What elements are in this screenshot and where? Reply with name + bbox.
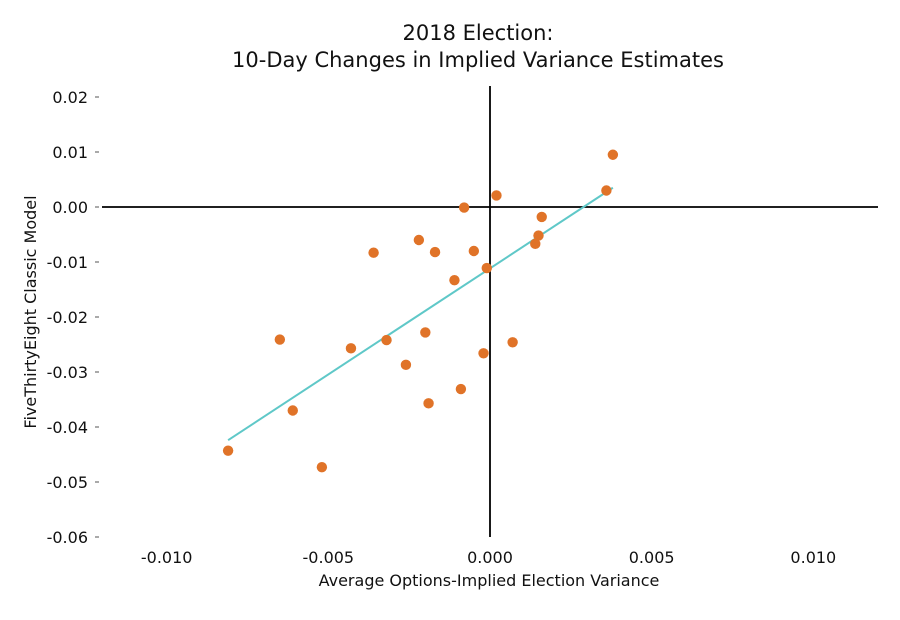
y-tick-label: 0.00 bbox=[52, 198, 88, 217]
data-point bbox=[455, 383, 467, 395]
data-point bbox=[287, 405, 298, 416]
data-point bbox=[478, 348, 489, 359]
data-point bbox=[530, 238, 541, 250]
x-tick-label: -0.005 bbox=[303, 548, 355, 567]
data-point bbox=[400, 359, 412, 371]
data-point bbox=[345, 343, 357, 354]
data-point bbox=[458, 202, 470, 213]
data-point bbox=[533, 230, 544, 241]
y-tick-label: -0.05 bbox=[47, 473, 88, 492]
y-tick-label: -0.06 bbox=[47, 528, 88, 547]
y-tick-label: -0.02 bbox=[47, 308, 88, 327]
fit-line bbox=[227, 186, 614, 442]
data-point bbox=[536, 211, 547, 223]
x-tick-label: 0.000 bbox=[467, 548, 513, 567]
data-point bbox=[420, 327, 431, 338]
data-point bbox=[381, 334, 392, 346]
data-point bbox=[423, 398, 434, 409]
data-point bbox=[413, 234, 425, 246]
data-point bbox=[468, 245, 480, 257]
data-point bbox=[607, 149, 619, 160]
chart-title-line-1: 2018 Election: bbox=[403, 21, 554, 45]
data-point bbox=[316, 461, 328, 473]
data-point bbox=[429, 246, 441, 258]
data-point bbox=[601, 185, 612, 196]
y-tick-label: 0.02 bbox=[52, 88, 88, 107]
chart-title-line-2: 10-Day Changes in Implied Variance Estim… bbox=[232, 48, 724, 72]
data-point bbox=[449, 274, 460, 286]
y-axis-label: FiveThirtyEight Classic Model bbox=[21, 195, 40, 428]
x-tick-label: 0.005 bbox=[629, 548, 675, 567]
data-point bbox=[274, 334, 286, 345]
data-point bbox=[222, 445, 234, 456]
y-tick-label: -0.03 bbox=[47, 363, 88, 382]
data-point bbox=[481, 262, 492, 274]
data-point bbox=[491, 190, 502, 201]
x-axis-label: Average Options-Implied Election Varianc… bbox=[319, 571, 660, 590]
y-tick-label: -0.04 bbox=[47, 418, 88, 437]
x-tick-label: -0.010 bbox=[141, 548, 193, 567]
x-axis-ticks: -0.010 -0.005 0.000 0.005 0.010 bbox=[141, 548, 836, 567]
scatter-points bbox=[222, 149, 619, 473]
x-tick-label: 0.010 bbox=[790, 548, 836, 567]
data-point bbox=[368, 247, 379, 258]
y-axis-ticks: 0.02 0.01 0.00 -0.01 -0.02 -0.03 -0.04 -0.05 -0.… bbox=[47, 88, 99, 547]
y-tick-label: 0.01 bbox=[52, 143, 88, 162]
y-tick-label: -0.01 bbox=[47, 253, 88, 272]
data-point bbox=[507, 337, 518, 348]
chart-title: 2018 Election: 10-Day Changes in Implied… bbox=[232, 21, 724, 72]
